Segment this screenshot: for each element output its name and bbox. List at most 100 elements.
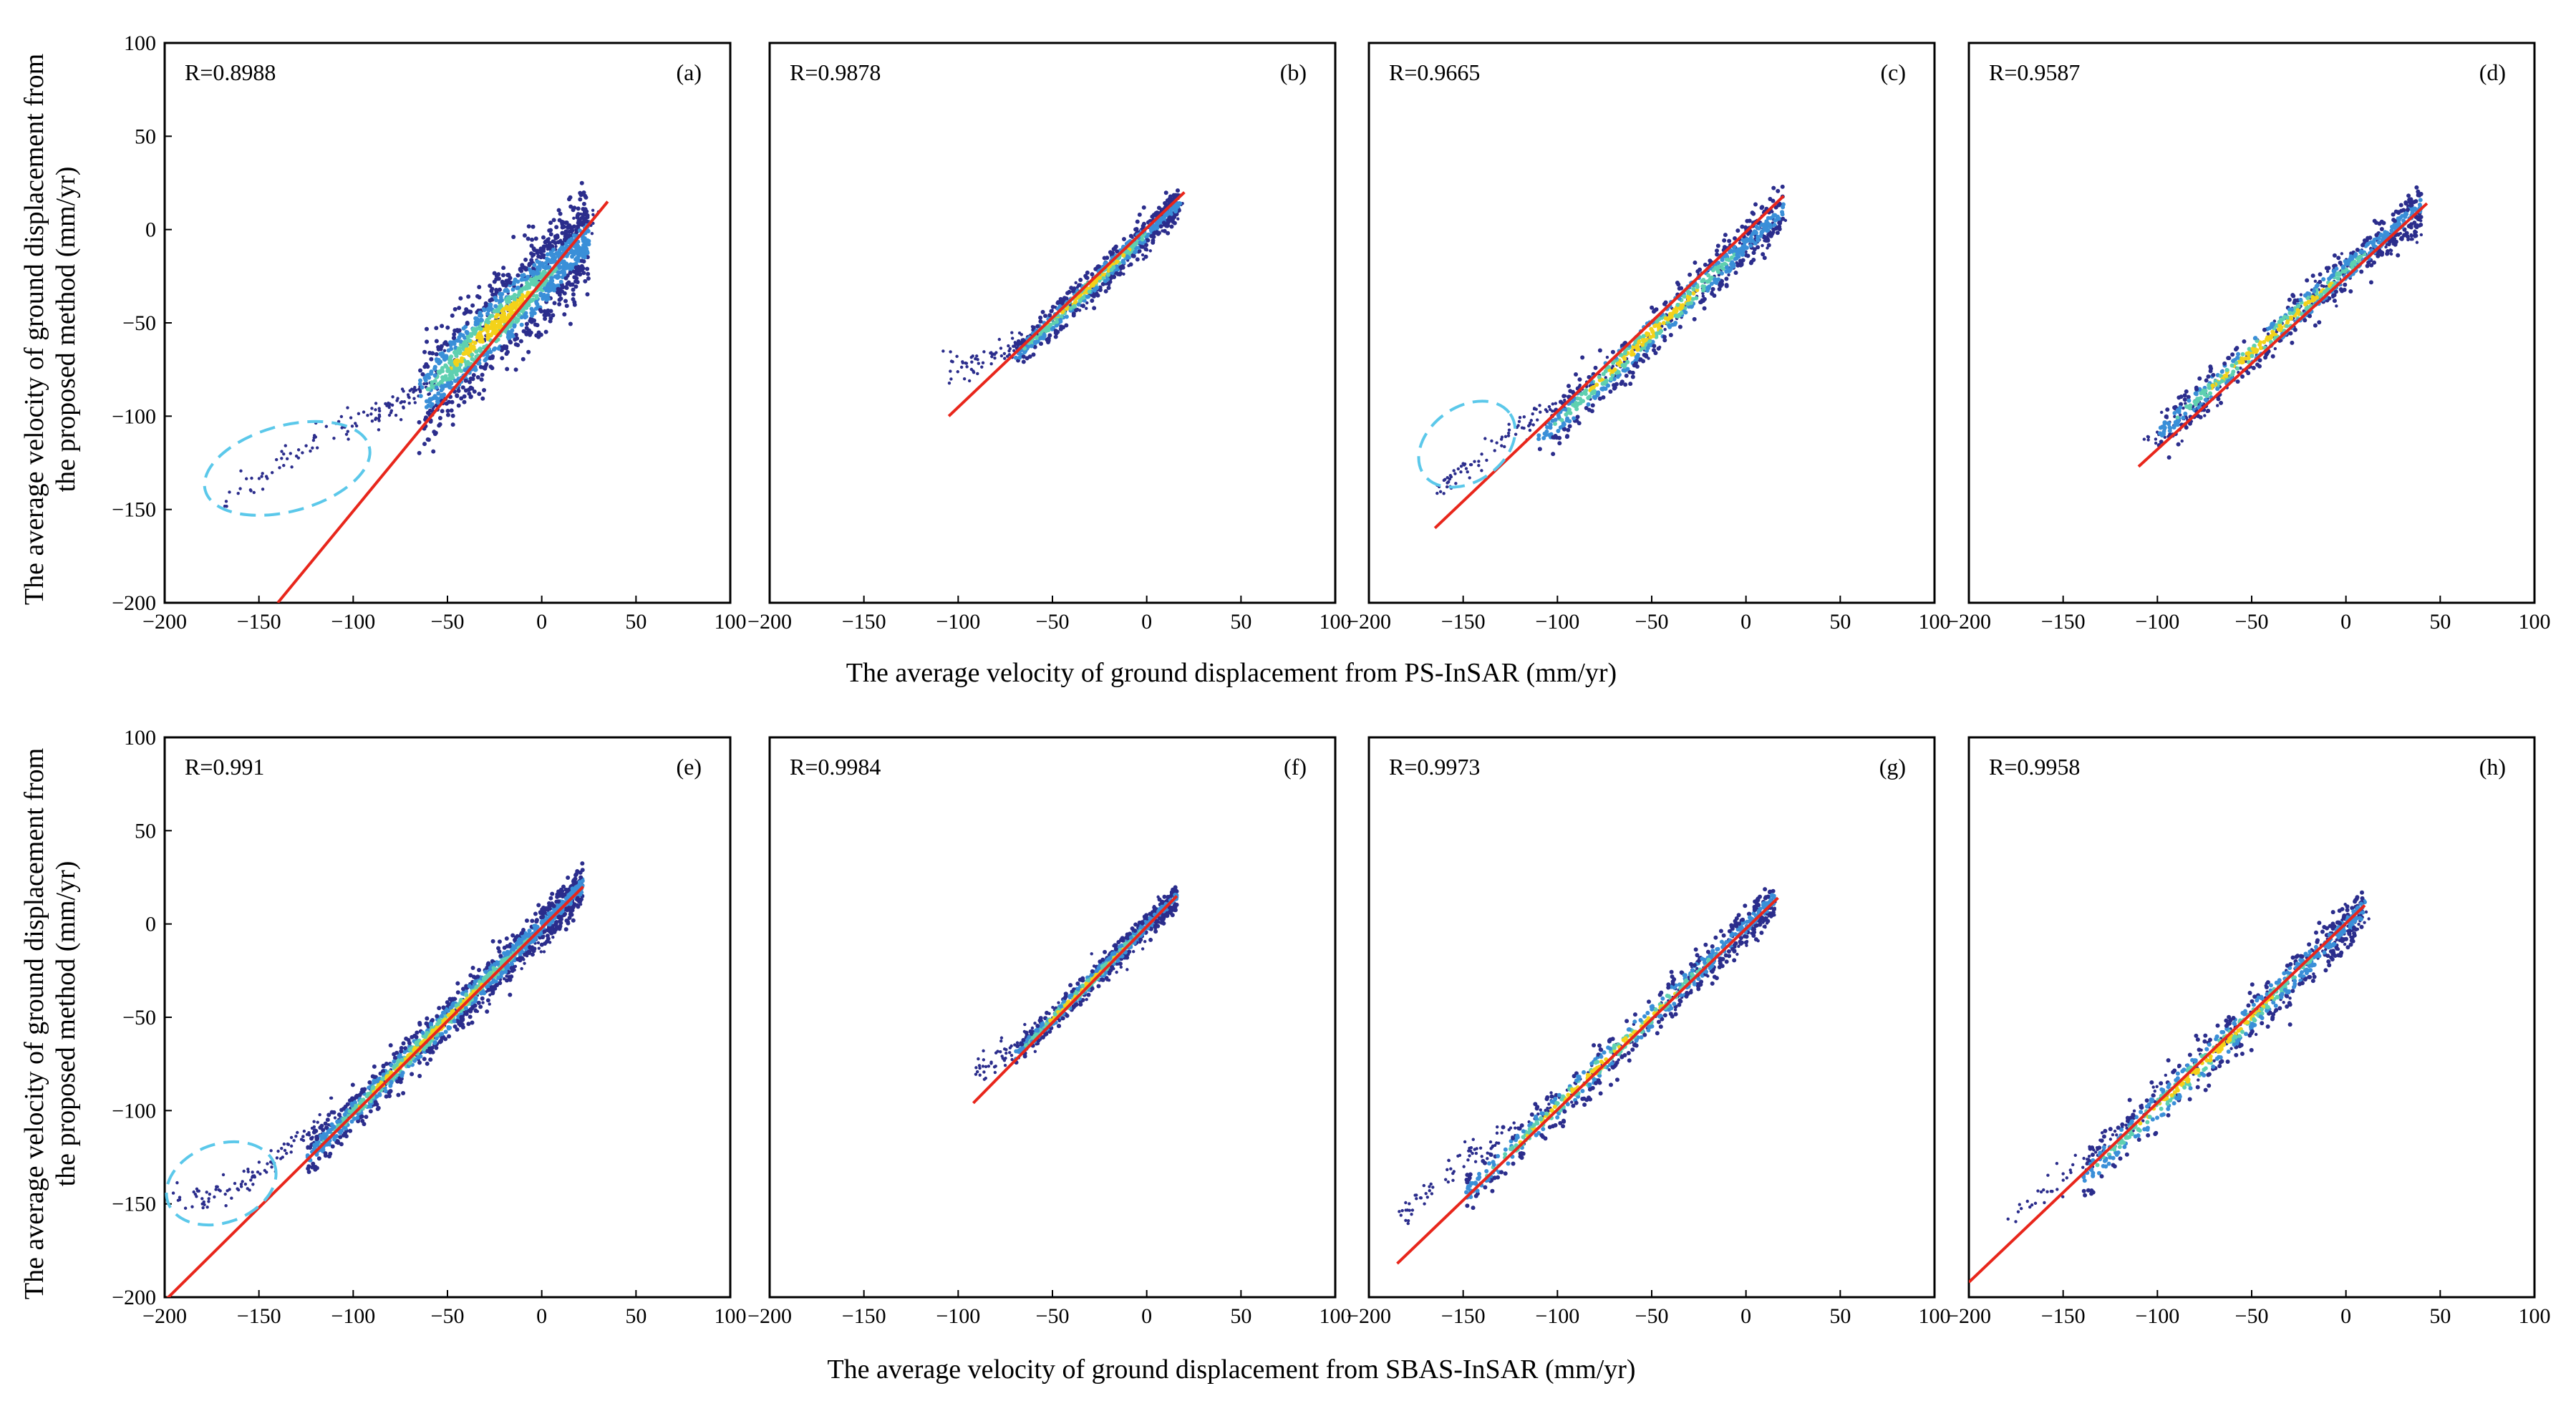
panel-d-frame	[1967, 42, 2536, 604]
scatter-point	[389, 409, 394, 412]
x-tick-label: −200	[142, 610, 187, 634]
scatter-point	[1589, 409, 1594, 414]
scatter-point	[1084, 275, 1089, 280]
panel-c-points	[1435, 184, 1788, 495]
scatter-point	[2353, 253, 2358, 258]
scatter-point	[564, 286, 569, 291]
scatter-point	[1551, 452, 1556, 457]
scatter-point	[554, 225, 559, 230]
scatter-point	[568, 271, 573, 276]
scatter-point	[354, 424, 359, 428]
scatter-point	[1715, 248, 1720, 253]
scatter-point	[2369, 263, 2374, 268]
scatter-point	[578, 272, 583, 277]
scatter-point	[296, 448, 301, 452]
scatter-point	[2207, 382, 2212, 387]
scatter-point	[1616, 369, 1621, 374]
scatter-point	[568, 321, 573, 326]
scatter-point	[486, 308, 491, 313]
scatter-point	[445, 408, 450, 413]
scatter-point	[1759, 205, 1764, 210]
scatter-point	[1106, 286, 1111, 291]
scatter-point	[470, 357, 475, 362]
scatter-point	[1554, 402, 1558, 405]
scatter-point	[289, 1135, 294, 1140]
scatter-point	[1106, 272, 1111, 277]
scatter-point	[1715, 243, 1720, 248]
scatter-point	[1699, 299, 1704, 304]
scatter-point	[2350, 265, 2355, 270]
scatter-point	[1078, 309, 1082, 312]
scatter-point	[2264, 352, 2269, 357]
x-tick-label: −150	[1441, 610, 1486, 634]
scatter-point	[475, 335, 480, 340]
scatter-point	[500, 356, 505, 361]
scatter-point	[1743, 239, 1748, 244]
scatter-point	[463, 378, 468, 383]
scatter-point	[555, 233, 560, 238]
scatter-point	[443, 356, 448, 361]
scatter-point	[1581, 399, 1586, 404]
scatter-point	[1700, 284, 1705, 289]
scatter-point	[1538, 404, 1541, 407]
scatter-point	[366, 414, 369, 417]
scatter-point	[2303, 318, 2308, 323]
scatter-point	[531, 224, 536, 229]
y-tick-label: −100	[112, 404, 156, 428]
scatter-point	[471, 373, 476, 378]
scatter-point	[2159, 440, 2164, 445]
scatter-point	[551, 313, 556, 318]
scatter-point	[1114, 264, 1119, 269]
scatter-point	[1756, 238, 1761, 243]
scatter-point	[2381, 220, 2386, 226]
scatter-point	[497, 287, 502, 292]
scatter-point	[1735, 228, 1740, 233]
scatter-point	[2271, 331, 2276, 336]
scatter-point	[1562, 426, 1567, 431]
scatter-point	[2344, 267, 2349, 272]
scatter-point	[1761, 252, 1766, 257]
scatter-point	[1695, 269, 1700, 274]
scatter-point	[387, 413, 392, 417]
scatter-point	[2372, 260, 2377, 265]
scatter-point	[573, 265, 578, 270]
scatter-point	[560, 241, 565, 246]
scatter-point	[2179, 402, 2184, 407]
scatter-point	[1565, 434, 1570, 439]
scatter-point	[2194, 392, 2199, 397]
scatter-point	[941, 349, 945, 353]
x-tick-label: −150	[842, 610, 886, 634]
scatter-point	[1597, 348, 1602, 353]
scatter-point	[2318, 279, 2323, 284]
scatter-point	[2358, 254, 2363, 259]
scatter-point	[2273, 346, 2277, 351]
scatter-point	[176, 1198, 180, 1202]
scatter-point	[586, 228, 591, 233]
scatter-point	[993, 352, 997, 357]
scatter-point	[1692, 316, 1697, 321]
scatter-point	[524, 331, 529, 336]
scatter-point	[2332, 253, 2337, 258]
scatter-point	[2253, 336, 2258, 341]
x-tick-label: 50	[1829, 610, 1851, 634]
scatter-point	[2299, 293, 2303, 296]
scatter-point	[2409, 203, 2414, 208]
scatter-point	[1667, 324, 1672, 329]
scatter-point	[1516, 424, 1520, 427]
scatter-point	[443, 340, 448, 345]
scatter-point	[477, 392, 482, 397]
scatter-point	[450, 413, 455, 418]
scatter-point	[1705, 285, 1710, 290]
scatter-point	[460, 385, 465, 390]
scatter-point	[521, 329, 526, 334]
scatter-point	[1137, 248, 1142, 253]
scatter-point	[1602, 380, 1607, 385]
scatter-point	[2175, 415, 2180, 420]
scatter-point	[1715, 252, 1720, 257]
scatter-point	[498, 304, 503, 309]
scatter-point	[465, 330, 470, 335]
scatter-point	[1604, 376, 1607, 379]
scatter-point	[560, 289, 565, 294]
scatter-point	[282, 452, 286, 456]
